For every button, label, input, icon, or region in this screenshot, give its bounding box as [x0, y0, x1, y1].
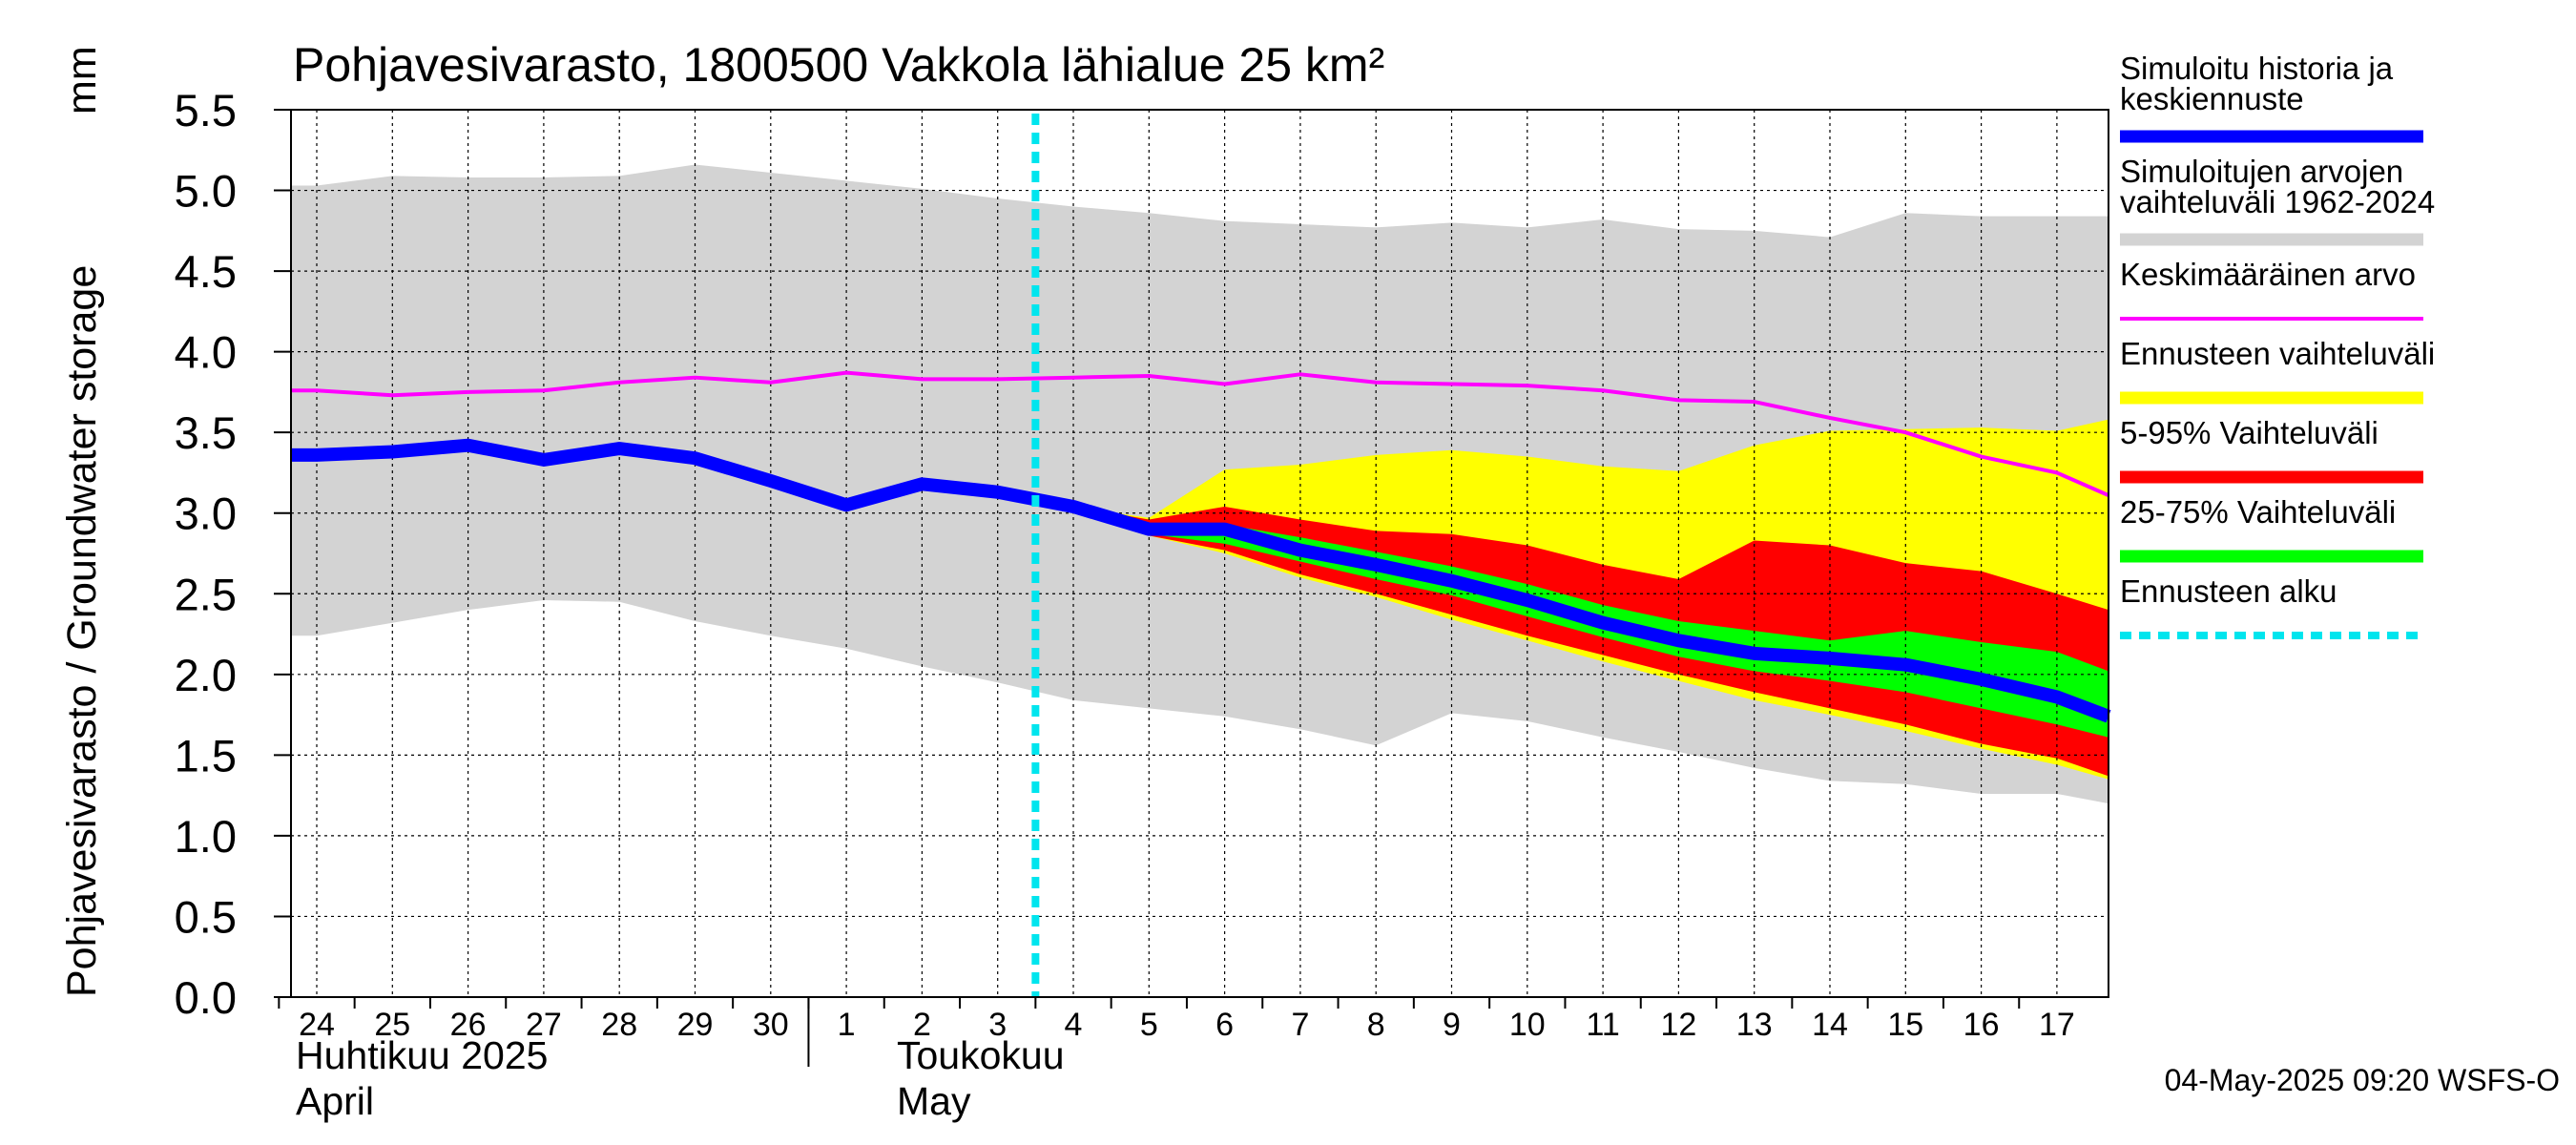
y-axis-label: Pohjavesivarasto / Groundwater storage: [59, 265, 105, 997]
y-tick-label: 1.0: [175, 811, 237, 862]
x-day-label: 17: [2039, 1007, 2075, 1043]
y-tick-label: 0.5: [175, 891, 237, 942]
month-label-fi: Toukokuu: [897, 1033, 1065, 1077]
x-day-label: 9: [1443, 1007, 1461, 1043]
y-axis-unit: mm: [59, 46, 105, 114]
y-tick-label: 4.5: [175, 246, 237, 297]
x-day-label: 13: [1736, 1007, 1773, 1043]
x-day-label: 25: [374, 1007, 410, 1043]
simulated-line: [291, 438, 2111, 723]
x-day-label: 11: [1586, 1007, 1619, 1043]
x-day-label: 2: [913, 1007, 931, 1043]
legend-label: 25-75% Vaihteluväli: [2120, 494, 2396, 530]
chart-title: Pohjavesivarasto, 1800500 Vakkola lähial…: [293, 38, 1384, 92]
y-tick-label: 2.5: [175, 569, 237, 619]
legend-label: 5-95% Vaihteluväli: [2120, 415, 2379, 450]
x-day-label: 6: [1215, 1007, 1234, 1043]
y-tick-label: 5.5: [175, 85, 237, 135]
y-tick-label: 1.5: [175, 730, 237, 781]
x-day-label: 29: [677, 1007, 714, 1043]
x-day-label: 1: [838, 1007, 856, 1043]
x-day-label: 5: [1140, 1007, 1158, 1043]
y-tick-label: 5.0: [175, 166, 237, 217]
range-bands: [291, 164, 2109, 804]
x-day-label: 12: [1660, 1007, 1696, 1043]
x-day-label: 28: [601, 1007, 637, 1043]
x-day-label: 14: [1812, 1007, 1848, 1043]
legend-label: keskiennuste: [2120, 81, 2304, 116]
x-day-label: 27: [526, 1007, 562, 1043]
mean-line: [291, 370, 2109, 497]
x-day-label: 3: [988, 1007, 1007, 1043]
month-label-en: April: [296, 1079, 374, 1123]
legend-label: Ennusteen vaihteluväli: [2120, 336, 2435, 371]
series-lines: [291, 114, 2111, 997]
x-day-label: 15: [1887, 1007, 1923, 1043]
month-label-fi: Huhtikuu 2025: [296, 1033, 548, 1077]
x-day-label: 4: [1065, 1007, 1083, 1043]
x-day-label: 8: [1367, 1007, 1385, 1043]
y-tick-label: 3.0: [175, 489, 237, 539]
legend-label: Ennusteen alku: [2120, 573, 2337, 609]
month-label-en: May: [897, 1079, 971, 1123]
p5-95-band: [1073, 506, 2109, 777]
x-day-label: 30: [753, 1007, 789, 1043]
y-tick-label: 0.0: [175, 972, 237, 1023]
axes: 0.00.51.01.52.02.53.03.54.04.55.05.524 25…: [175, 85, 2075, 1123]
legend-label: Simuloitu historia ja: [2120, 51, 2394, 86]
plot-frame: [290, 109, 2109, 998]
legend-label: Keskimääräinen arvo: [2120, 257, 2416, 292]
x-day-label: 24: [299, 1007, 335, 1043]
legend-label: vaihteluväli 1962-2024: [2120, 184, 2435, 219]
x-day-label: 26: [450, 1007, 487, 1043]
y-tick-label: 2.0: [175, 650, 237, 700]
gridlines: [291, 110, 2109, 997]
y-tick-label: 4.0: [175, 327, 237, 378]
legend-label: Simuloitujen arvojen: [2120, 154, 2403, 189]
x-day-label: 16: [1963, 1007, 2000, 1043]
x-day-label: 7: [1291, 1007, 1309, 1043]
x-day-label: 10: [1509, 1007, 1546, 1043]
footer-timestamp: 04-May-2025 09:20 WSFS-O: [2165, 1063, 2560, 1097]
y-tick-label: 3.5: [175, 407, 237, 458]
